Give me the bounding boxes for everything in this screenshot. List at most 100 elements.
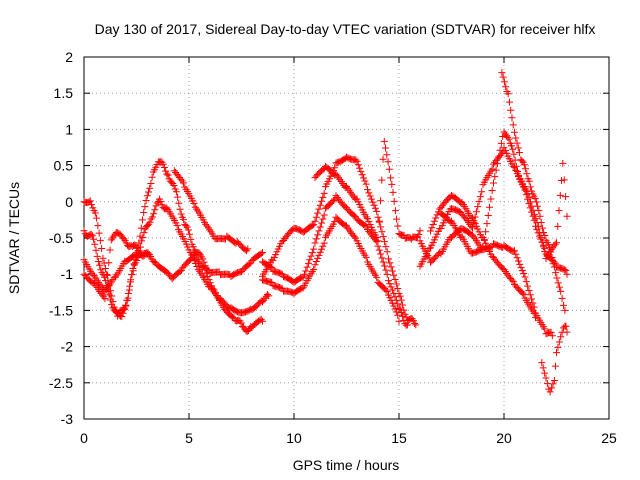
data-point xyxy=(369,198,377,206)
data-point xyxy=(128,271,136,279)
data-point xyxy=(378,228,386,236)
data-point xyxy=(433,230,441,238)
data-point xyxy=(180,216,188,224)
data-point xyxy=(265,292,273,300)
data-point xyxy=(93,252,101,260)
data-point xyxy=(408,315,416,323)
data-point xyxy=(508,114,516,122)
data-point xyxy=(511,163,518,171)
data-point xyxy=(122,302,130,310)
data-point xyxy=(120,306,128,314)
data-point xyxy=(388,267,396,275)
data-point xyxy=(516,260,524,268)
data-point xyxy=(386,259,394,267)
data-point xyxy=(524,282,532,290)
data-point xyxy=(332,170,340,178)
data-point xyxy=(91,240,99,248)
data-point xyxy=(563,212,571,220)
data-point xyxy=(553,239,560,247)
data-point xyxy=(175,199,183,207)
data-point xyxy=(116,230,124,238)
data-point xyxy=(522,165,530,173)
data-point xyxy=(311,239,319,247)
data-point xyxy=(362,213,370,221)
data-point xyxy=(371,204,379,212)
data-point xyxy=(482,228,490,236)
data-point xyxy=(432,233,440,241)
data-point xyxy=(430,217,438,225)
data-point xyxy=(189,250,197,258)
data-point xyxy=(307,252,315,260)
data-point xyxy=(537,234,545,242)
y-tick-label: 1.5 xyxy=(54,85,74,101)
data-point xyxy=(379,233,387,241)
data-point xyxy=(353,157,361,165)
data-point xyxy=(553,349,560,357)
data-point xyxy=(374,213,382,221)
data-point xyxy=(318,219,326,227)
data-point xyxy=(516,148,524,156)
data-point xyxy=(176,205,184,213)
data-point xyxy=(96,261,104,269)
data-point xyxy=(469,231,476,239)
data-point xyxy=(540,229,548,237)
data-point xyxy=(315,251,323,259)
data-point xyxy=(315,205,323,213)
data-point xyxy=(415,231,423,239)
data-point xyxy=(140,208,148,216)
data-point xyxy=(509,145,517,153)
data-point xyxy=(365,189,373,197)
data-point xyxy=(177,175,185,183)
data-point xyxy=(170,182,178,190)
data-point xyxy=(148,173,156,181)
data-point xyxy=(391,207,399,215)
data-point xyxy=(395,304,403,312)
data-point xyxy=(137,224,145,232)
data-point xyxy=(509,277,517,285)
data-point xyxy=(244,245,252,253)
series-track-2 xyxy=(80,195,273,320)
data-point xyxy=(138,237,146,245)
data-point xyxy=(124,289,132,297)
data-point xyxy=(563,270,571,278)
data-point xyxy=(160,163,168,171)
data-point xyxy=(534,202,542,210)
data-point xyxy=(554,222,562,230)
data-point xyxy=(384,158,392,166)
data-point xyxy=(375,217,383,225)
y-tick-label: 1 xyxy=(65,121,73,137)
data-point xyxy=(495,153,503,161)
data-point xyxy=(391,293,399,301)
data-point xyxy=(320,189,328,197)
data-point xyxy=(462,215,470,223)
data-point xyxy=(510,150,518,158)
data-point xyxy=(108,301,116,309)
data-point xyxy=(373,233,381,241)
data-point xyxy=(319,193,327,201)
data-point xyxy=(166,271,174,279)
data-point xyxy=(396,306,404,314)
data-point xyxy=(551,362,559,370)
data-point xyxy=(416,227,424,235)
data-point xyxy=(269,256,277,264)
data-point xyxy=(549,260,557,268)
data-point xyxy=(174,193,182,201)
data-point xyxy=(552,269,560,277)
data-point xyxy=(163,204,171,212)
data-point xyxy=(379,258,387,266)
data-point xyxy=(396,292,404,300)
data-point xyxy=(560,301,567,309)
data-point xyxy=(264,291,272,299)
data-point xyxy=(146,218,154,226)
data-point xyxy=(316,248,324,256)
y-tick-label: 0 xyxy=(65,194,73,210)
x-axis: 0 5 10 15 20 25 xyxy=(80,57,617,446)
x-tick-label: 10 xyxy=(286,430,302,446)
data-point xyxy=(377,223,385,231)
data-point xyxy=(257,250,265,258)
data-point xyxy=(94,222,102,230)
data-point xyxy=(394,311,402,319)
data-point xyxy=(91,209,99,217)
data-point xyxy=(505,135,513,143)
data-point xyxy=(432,214,440,222)
